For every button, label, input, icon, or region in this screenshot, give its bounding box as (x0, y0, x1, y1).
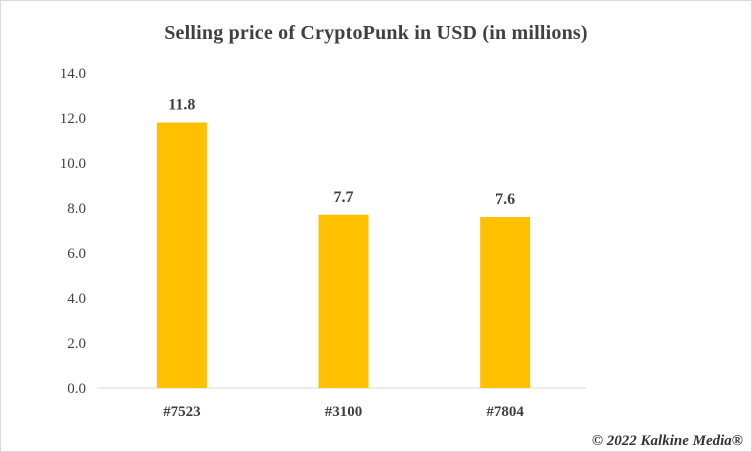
data-label: 11.8 (168, 97, 195, 114)
bar (318, 214, 369, 388)
y-tick-label: 4.0 (67, 291, 86, 307)
y-tick-label: 2.0 (67, 336, 86, 352)
y-tick-label: 14.0 (60, 66, 86, 82)
x-axis-ticks: #7523 #3100 #7804 (163, 404, 524, 420)
chart-title: Selling price of CryptoPunk in USD (in m… (164, 22, 588, 44)
y-tick-label: 8.0 (67, 201, 86, 217)
x-tick-label: #3100 (325, 404, 363, 420)
data-label: 7.6 (495, 191, 515, 208)
bars-group: 11.8 7.7 7.6 (156, 97, 531, 388)
bar (480, 217, 531, 388)
y-tick-label: 12.0 (60, 111, 86, 127)
bar (156, 122, 207, 388)
y-axis-ticks: 0.0 2.0 4.0 6.0 8.0 10.0 12.0 14.0 (60, 66, 86, 397)
x-tick-label: #7523 (163, 404, 201, 420)
copyright-credit: © 2022 Kalkine Media® (592, 433, 743, 449)
data-label: 7.7 (334, 189, 354, 206)
y-tick-label: 0.0 (67, 381, 86, 397)
y-tick-label: 10.0 (60, 156, 86, 172)
y-tick-label: 6.0 (67, 246, 86, 262)
x-tick-label: #7804 (486, 404, 524, 420)
